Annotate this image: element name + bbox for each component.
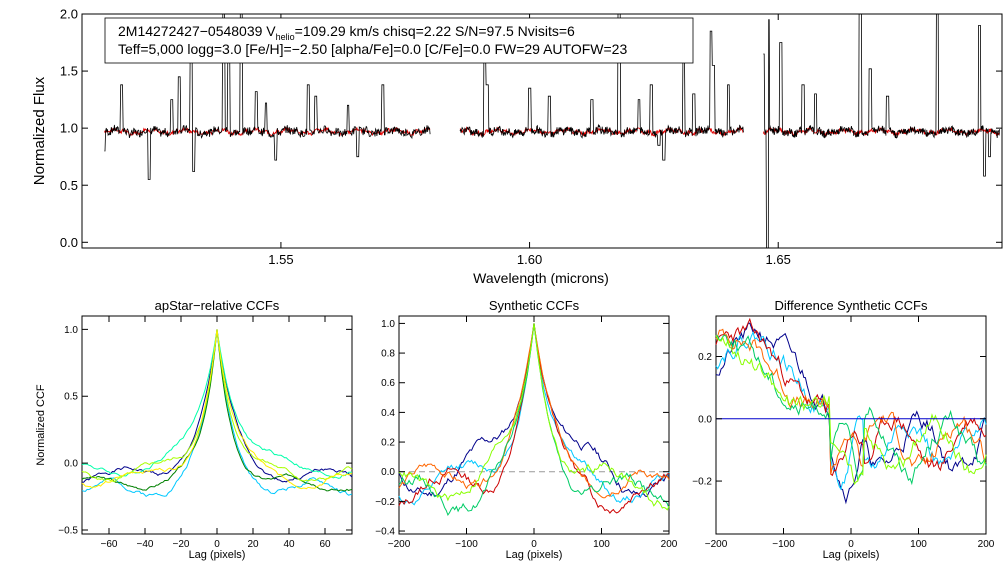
ccf1-xtick-label: 0 — [214, 539, 220, 550]
ccf1-title: apStar−relative CCFs — [155, 298, 280, 313]
ccf2-ytick-label: 0.8 — [381, 349, 395, 360]
ccf1-xtick-label: 20 — [247, 539, 259, 550]
ccf3-series-visit6 — [715, 335, 987, 485]
ccf1-series-visit1 — [81, 329, 353, 483]
ccf3-ytick-label: 0.0 — [698, 414, 712, 425]
ccf1-xtick-label: −40 — [137, 539, 154, 550]
observed-spectrum-segment-2 — [459, 13, 744, 161]
ccf2-xlabel: Lag (pixels) — [506, 549, 563, 561]
spectrum-panel: 1.55 1.60 1.65 0.0 0.5 1.0 1.5 2.0 2M14272427−0… — [31, 7, 1003, 286]
ccf2-plot — [398, 323, 670, 516]
ccf3-xtick-label: 200 — [978, 539, 995, 550]
spectrum-xtick-label: 1.65 — [766, 252, 791, 267]
ccf3-xtick-label: 0 — [848, 539, 854, 550]
ccf2-series-visit6 — [398, 323, 670, 511]
ccf3-xtick-label: −100 — [772, 539, 795, 550]
ccf3-title: Difference Synthetic CCFs — [775, 298, 928, 313]
ccf2-ytick-label: −0.4 — [375, 527, 395, 538]
ccf1-ylabel: Normalized CCF — [35, 384, 47, 466]
ccf2-ytick-label: −0.2 — [375, 497, 395, 508]
ccf3-plot — [715, 317, 987, 505]
ccf1-xtick-label: 40 — [283, 539, 295, 550]
annotation-box — [104, 17, 694, 64]
ccf3-xtick-label: 100 — [910, 539, 927, 550]
ccf1-plot — [81, 329, 353, 498]
ccf3-series-visit2 — [715, 330, 987, 491]
ccf3-ytick-label: −0.2 — [692, 477, 712, 488]
ccf3-ytick-label: 0.2 — [698, 352, 712, 363]
ccf2-ytick-label: 0.2 — [381, 438, 395, 449]
spectrum-ticks: 1.55 1.60 1.65 0.0 0.5 1.0 1.5 2.0 — [60, 7, 1002, 267]
ccf1-series-visit5 — [81, 329, 353, 483]
ccf2-title: Synthetic CCFs — [489, 298, 580, 313]
ccf2-xtick-label: 100 — [593, 539, 610, 550]
ccf2-series-visit2 — [398, 323, 670, 506]
ccf2-ytick-label: 0.6 — [381, 378, 395, 389]
ccf2-xtick-label: 200 — [661, 539, 678, 550]
spectrum-xlabel: Wavelength (microns) — [473, 270, 609, 286]
ccf3-series-visit1 — [715, 322, 987, 505]
ccf2-ytick-label: 0.0 — [381, 467, 395, 478]
ccf1-series-visit2 — [81, 329, 353, 498]
ccf2-series-visit3 — [398, 323, 670, 514]
ccf1-xtick-label: 60 — [319, 539, 331, 550]
ccf1-ytick-label: 0.0 — [64, 459, 78, 470]
spectrum-ytick-label: 0.5 — [60, 178, 78, 193]
ccf3-series-visit5 — [715, 334, 987, 486]
annotation-line-2: Teff=5,000 logg=3.0 [Fe/H]=−2.50 [alpha/… — [118, 41, 627, 57]
annotation-line-1: 2M14272427−0548039 Vhelio=109.29 km/s ch… — [118, 23, 575, 42]
ccf2-xtick-label: −200 — [388, 539, 411, 550]
spectrum-ytick-label: 0.0 — [60, 235, 78, 250]
ccf1-frame — [81, 315, 353, 535]
spectrum-ytick-label: 1.0 — [60, 121, 78, 136]
ccf1-series-visit3 — [81, 329, 353, 492]
spectrum-ytick-label: 1.5 — [60, 64, 78, 79]
ccf2-ticks: −200 −100 0 100 200 −0.4 −0.2 0.0 0.2 0.4 0.6 0.8 1.… — [375, 316, 678, 550]
ccf1-xtick-label: −60 — [101, 539, 118, 550]
ccf2-ytick-label: 0.4 — [381, 408, 395, 419]
spectrum-xtick-label: 1.60 — [517, 252, 542, 267]
ccf3-series-visit3 — [715, 317, 987, 477]
ccf2-series-visit5 — [398, 323, 670, 516]
ccf3-series-visit4 — [715, 328, 987, 475]
observed-spectrum-segment-3 — [763, 13, 1000, 249]
ccf1-series-visit4 — [81, 329, 353, 479]
ccf1-series-visit6 — [81, 329, 353, 490]
ccf2-xtick-label: 0 — [531, 539, 537, 550]
ccf3-ticks: −200 −100 0 100 200 −0.2 0.0 0.2 — [692, 316, 995, 550]
spectrum-frame — [81, 13, 1003, 249]
ccf3-frame — [715, 315, 987, 535]
ccf1-ticks: −60 −40 −20 0 20 40 60 −0.5 0.0 0.5 1.0 — [58, 316, 352, 550]
ccf1-ytick-label: 1.0 — [64, 325, 78, 336]
spectrum-ylabel: Normalized Flux — [31, 76, 48, 185]
spectrum-plot — [103, 13, 1000, 249]
spectrum-xtick-label: 1.55 — [268, 252, 293, 267]
ccf1-ytick-label: −0.5 — [58, 525, 78, 536]
ccf1-xtick-label: −20 — [173, 539, 190, 550]
ccf3-xlabel: Lag (pixels) — [823, 549, 880, 561]
ccf2-panel: −200 −100 0 100 200 −0.4 −0.2 0.0 0.2 0.4 0.6 0.8 1.… — [375, 298, 678, 561]
ccf1-xlabel: Lag (pixels) — [189, 549, 246, 561]
model-spectrum-segment-1 — [103, 126, 431, 138]
ccf2-ytick-label: 1.0 — [381, 319, 395, 330]
ccf3-xtick-label: −200 — [705, 539, 728, 550]
ccf1-panel: −60 −40 −20 0 20 40 60 −0.5 0.0 0.5 1.0 apStar−rel… — [35, 298, 353, 561]
spectrum-ytick-label: 2.0 — [60, 7, 78, 22]
observed-spectrum-segment-1 — [104, 13, 431, 180]
ccf3-panel: −200 −100 0 100 200 −0.2 0.0 0.2 Difference Syn… — [692, 298, 995, 561]
ccf2-xtick-label: −100 — [455, 539, 478, 550]
ccf1-ytick-label: 0.5 — [64, 392, 78, 403]
